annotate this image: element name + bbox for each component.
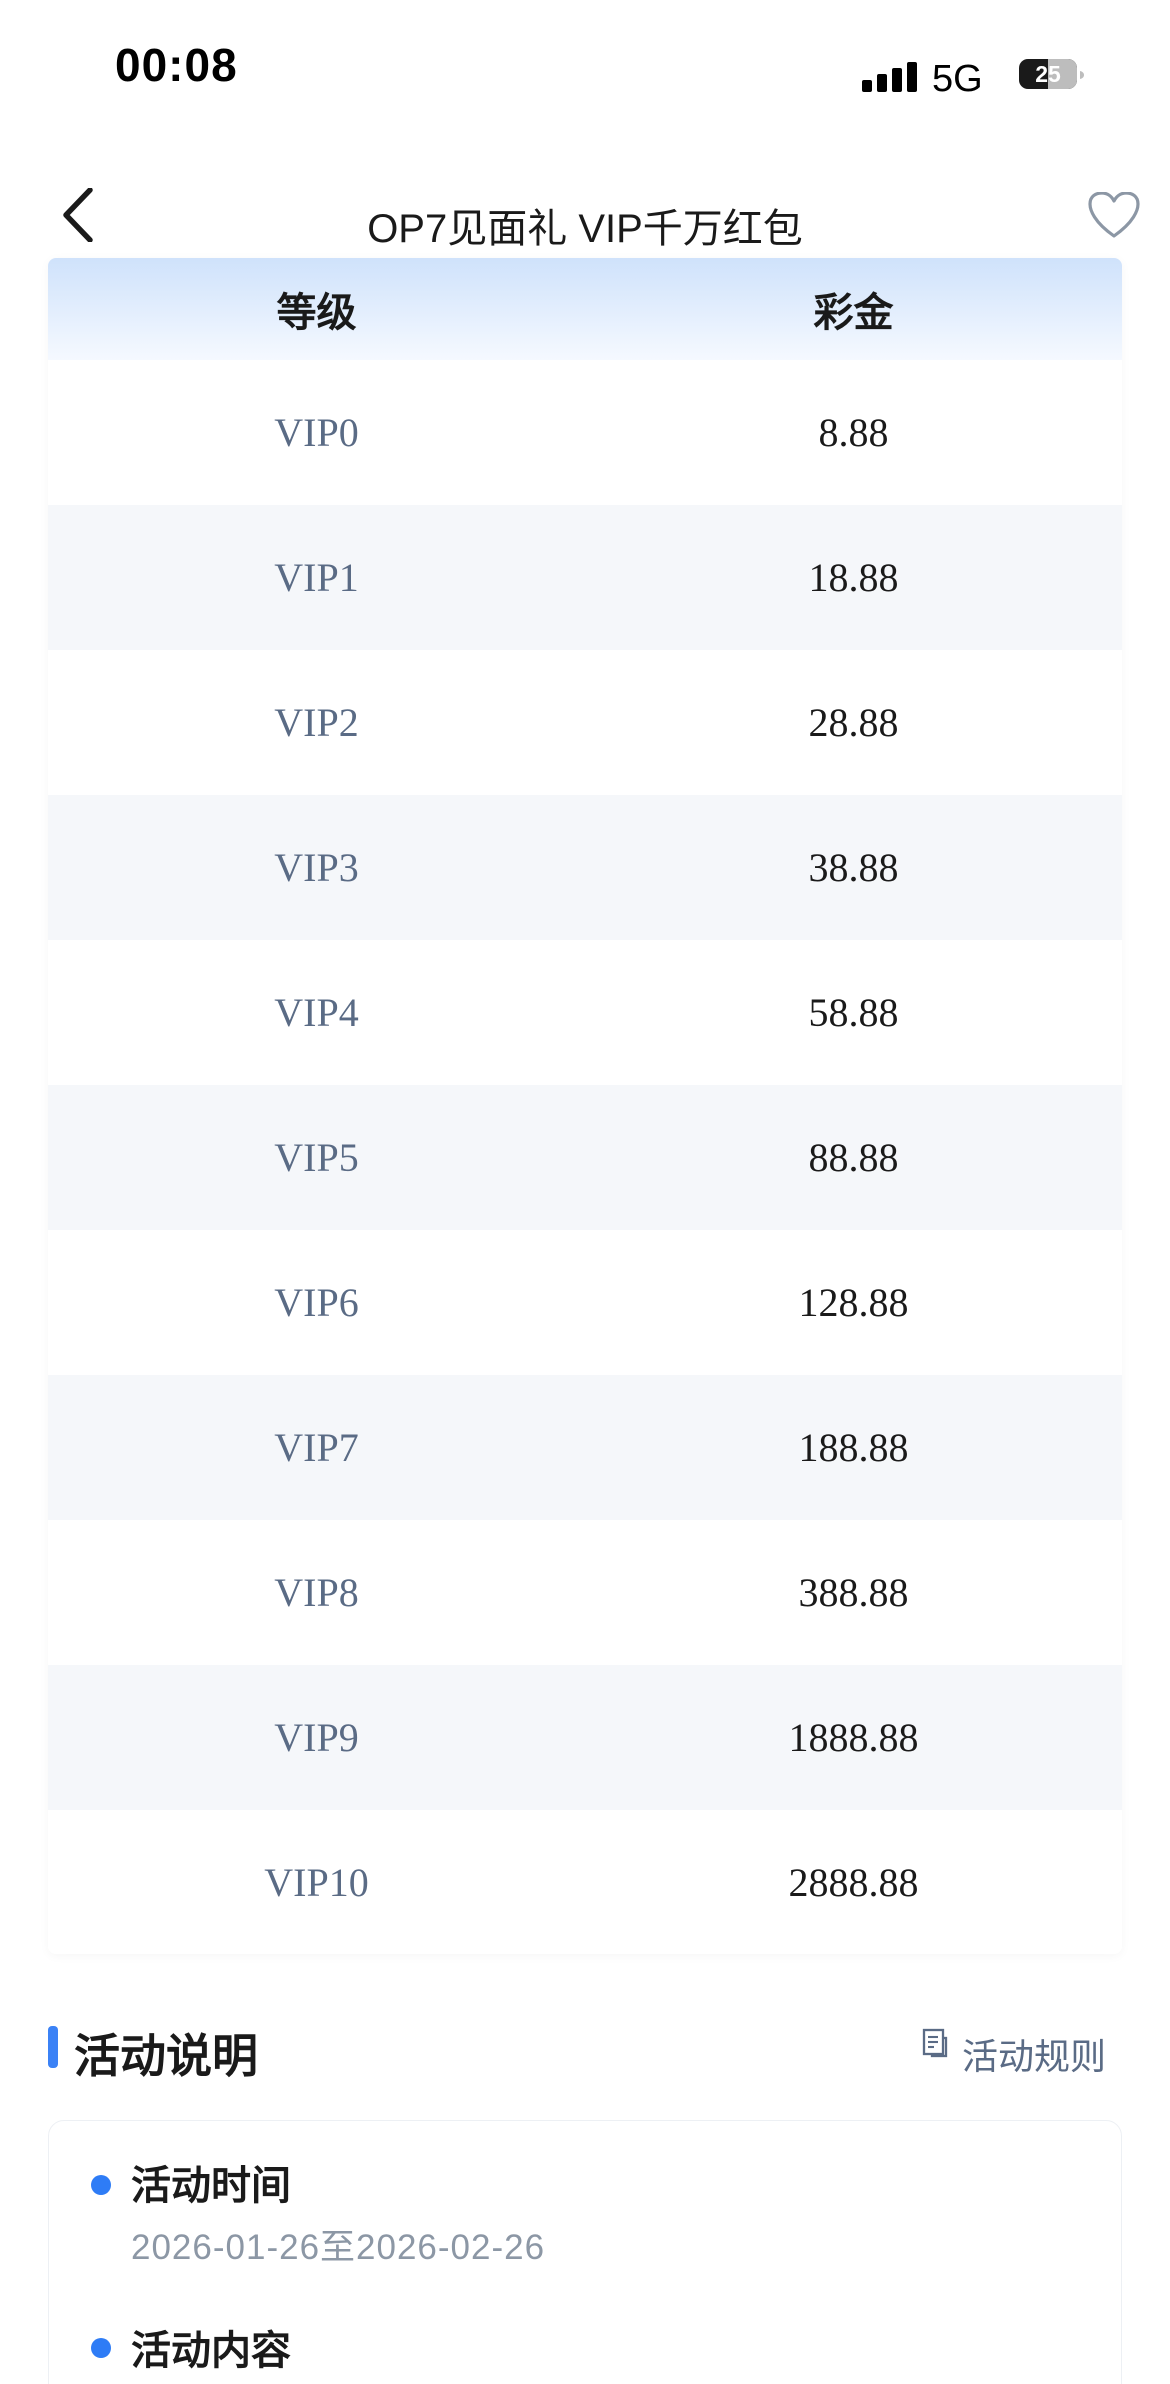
svg-text:25: 25 xyxy=(1035,61,1061,87)
